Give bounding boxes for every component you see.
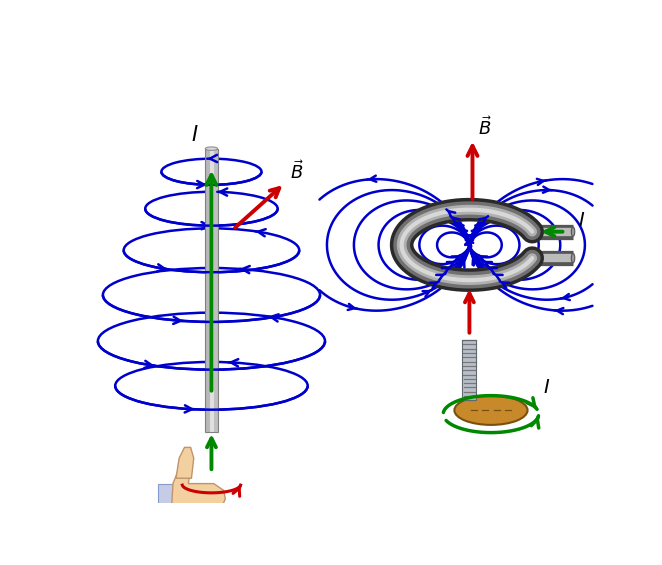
Text: $I$: $I$	[544, 379, 551, 397]
Polygon shape	[171, 471, 225, 524]
Polygon shape	[176, 447, 194, 478]
Polygon shape	[158, 484, 179, 511]
Text: $I$: $I$	[578, 211, 585, 231]
Text: $I$: $I$	[191, 125, 199, 145]
Bar	[214, 149, 218, 432]
Ellipse shape	[454, 396, 528, 425]
Ellipse shape	[571, 254, 575, 263]
Bar	[205, 149, 210, 432]
Bar	[463, 340, 477, 400]
Ellipse shape	[571, 227, 575, 236]
Bar	[210, 149, 214, 432]
Ellipse shape	[205, 147, 218, 150]
Text: $\vec{B}$: $\vec{B}$	[478, 116, 492, 139]
Text: $\vec{B}$: $\vec{B}$	[290, 160, 304, 184]
Bar	[205, 149, 218, 432]
Bar	[463, 340, 477, 400]
